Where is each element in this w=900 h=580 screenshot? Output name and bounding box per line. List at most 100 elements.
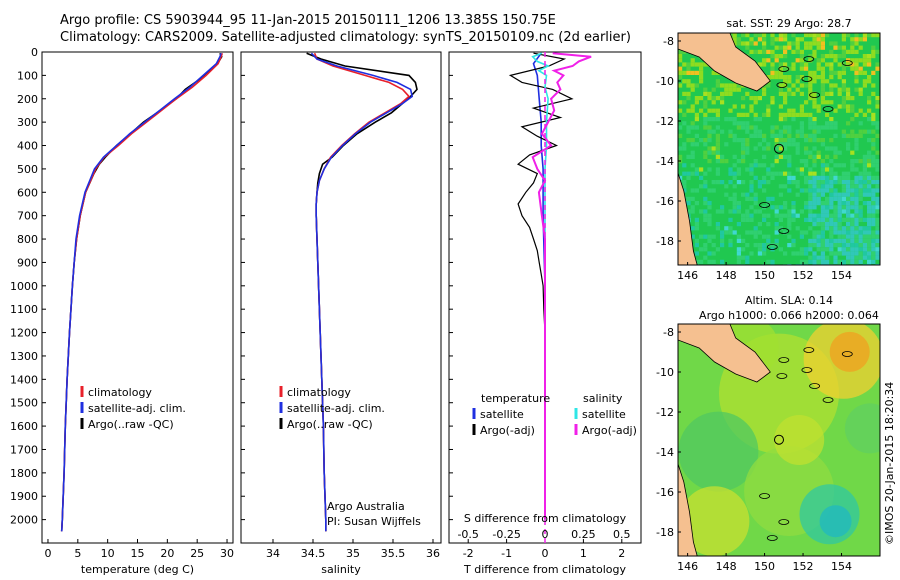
depth-tick-label: 1500 — [10, 397, 38, 410]
series-t-argo — [508, 52, 574, 356]
series-salinity-2 — [306, 52, 418, 532]
island — [803, 347, 815, 353]
x-tick-label: 10 — [101, 547, 115, 560]
map-x-tick-label: 150 — [754, 560, 775, 573]
x-tick-label: 0 — [44, 547, 51, 560]
map-x-tick-label: 152 — [793, 269, 814, 282]
island — [809, 383, 820, 389]
island — [841, 351, 853, 357]
island — [778, 357, 790, 363]
s-tick-label: -0.25 — [492, 528, 520, 541]
map-x-tick-label: 148 — [716, 269, 737, 282]
island — [766, 244, 778, 250]
x-tick-label: 1 — [580, 547, 587, 560]
s-tick-label: 0 — [542, 528, 549, 541]
sla_map-title: Altim. SLA: 0.14 — [745, 294, 833, 307]
map-y-tick-label: -10 — [656, 366, 674, 379]
depth-tick-label: 1000 — [10, 280, 38, 293]
x-tick-label: 5 — [74, 547, 81, 560]
island — [801, 367, 813, 373]
x-tick-label: 30 — [220, 547, 234, 560]
island — [778, 66, 790, 72]
panel-sst_map: 146 148 150 152 154 -8 -10 -12 -14 -16 -18 sat. SST… — [656, 17, 881, 282]
sst_map-field — [678, 33, 880, 265]
legend-label: climatology — [88, 386, 152, 399]
s-tick-label: -0.5 — [457, 528, 478, 541]
island — [759, 202, 770, 208]
map-y-tick-label: -14 — [656, 155, 674, 168]
map-y-tick-label: -8 — [663, 326, 674, 339]
map-x-tick-label: 152 — [793, 560, 814, 573]
x-tick-label: 15 — [131, 547, 145, 560]
map-y-tick-label: -16 — [656, 486, 674, 499]
map-y-tick-label: -18 — [656, 235, 674, 248]
legend-label: climatology — [287, 386, 351, 399]
island — [803, 56, 815, 62]
map-x-tick-label: 146 — [677, 560, 698, 573]
map-y-tick-label: -12 — [656, 115, 674, 128]
series-temperature-1 — [60, 52, 222, 532]
map-x-tick-label: 148 — [716, 560, 737, 573]
depth-tick-label: 200 — [17, 93, 38, 106]
series-salinity-1 — [310, 52, 414, 532]
depth-tick-label: 1200 — [10, 327, 38, 340]
map-x-tick-label: 150 — [754, 269, 775, 282]
depth-tick-label: 1400 — [10, 373, 38, 386]
depth-tick-label: 0 — [31, 46, 38, 59]
island — [778, 519, 790, 525]
island — [759, 493, 770, 499]
legend-label: satellite-adj. clim. — [88, 402, 186, 415]
depth-tick-label: 600 — [17, 186, 38, 199]
argo-position-marker — [774, 434, 784, 445]
island — [822, 106, 834, 112]
anomaly-patch — [819, 505, 852, 538]
annotation-text: PI: Susan Wijffels — [327, 515, 421, 528]
differences-xlabel: T difference from climatology — [463, 563, 626, 576]
depth-tick-label: 1300 — [10, 350, 38, 363]
argo-position-marker — [774, 143, 784, 154]
x-tick-label: 36 — [426, 547, 440, 560]
anomaly-patch — [679, 486, 750, 556]
x-tick-label: 34 — [266, 547, 280, 560]
map-x-tick-label: 146 — [677, 269, 698, 282]
legend-label: satellite — [480, 408, 524, 421]
panel-differences: -2 -1 0 1 2 T difference from climatology S di… — [448, 51, 642, 576]
map-y-tick-label: -10 — [656, 75, 674, 88]
legend-salinity-title: salinity — [583, 392, 623, 405]
header-line-1: Argo profile: CS 5903944_95 11-Jan-2015 … — [60, 13, 556, 28]
s-tick-label: 0.5 — [613, 528, 631, 541]
anomaly-patch — [774, 415, 825, 465]
map-y-tick-label: -18 — [656, 526, 674, 539]
annotation-text: Argo Australia — [327, 500, 405, 513]
map-y-tick-label: -14 — [656, 446, 674, 459]
island — [766, 535, 778, 541]
island — [776, 82, 788, 88]
depth-tick-label: 2000 — [10, 514, 38, 527]
x-tick-label: -2 — [463, 547, 474, 560]
land-mass — [678, 33, 771, 92]
depth-tick-label: 1100 — [10, 303, 38, 316]
land-mass — [678, 172, 698, 265]
depth-tick-label: 900 — [17, 256, 38, 269]
s-tick-label: 0.25 — [571, 528, 596, 541]
header-line-2: Climatology: CARS2009. Satellite-adjuste… — [60, 30, 631, 45]
map-y-tick-label: -16 — [656, 195, 674, 208]
island — [841, 60, 853, 66]
depth-tick-label: 100 — [17, 69, 38, 82]
salinity-frame — [240, 51, 442, 544]
salinity-xlabel: salinity — [321, 563, 361, 576]
x-tick-label: 25 — [190, 547, 204, 560]
map-x-tick-label: 154 — [831, 560, 852, 573]
legend-label: satellite-adj. clim. — [287, 402, 385, 415]
legend-label: Argo(..raw -QC) — [88, 418, 174, 431]
island — [809, 92, 820, 98]
map-x-tick-label: 154 — [831, 269, 852, 282]
x-tick-label: 35.5 — [381, 547, 406, 560]
map-y-tick-label: -12 — [656, 406, 674, 419]
depth-tick-label: 1700 — [10, 443, 38, 456]
island — [778, 228, 790, 234]
x-tick-label: 2 — [618, 547, 625, 560]
depth-tick-label: 1900 — [10, 490, 38, 503]
legend-label: satellite — [582, 408, 626, 421]
diff-xlabel-top: S difference from climatology — [464, 512, 627, 525]
